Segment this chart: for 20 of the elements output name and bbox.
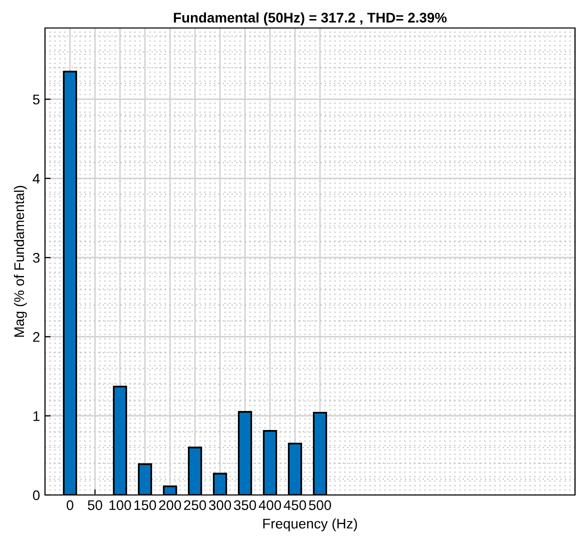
x-tick-label: 500 xyxy=(308,500,332,510)
chart-title: Fundamental (50Hz) = 317.2 , THD= 2.39% xyxy=(174,12,447,26)
x-tick-label: 400 xyxy=(258,500,282,510)
y-axis-title: Mag (% of Fundamental) xyxy=(14,186,27,337)
y-tick-label: 4 xyxy=(32,174,40,184)
y-tick-label: 0 xyxy=(32,490,40,500)
y-tick-label: 1 xyxy=(33,411,40,421)
x-tick-label: 50 xyxy=(88,500,102,510)
y-tick-label: 3 xyxy=(32,252,40,263)
y-tick-label: 2 xyxy=(33,332,40,342)
x-tick-label: 0 xyxy=(66,500,74,510)
y-tick-label: 5 xyxy=(32,94,40,104)
x-tick-label: 100 xyxy=(109,500,132,510)
x-axis-title: Frequency (Hz) xyxy=(263,518,357,532)
x-tick-label: 250 xyxy=(184,500,206,510)
x-tick-label: 350 xyxy=(234,500,256,510)
x-tick-label: 150 xyxy=(134,500,156,510)
x-tick-label: 450 xyxy=(284,500,306,510)
x-tick-label: 200 xyxy=(159,500,182,510)
x-tick-label: 300 xyxy=(208,500,232,510)
